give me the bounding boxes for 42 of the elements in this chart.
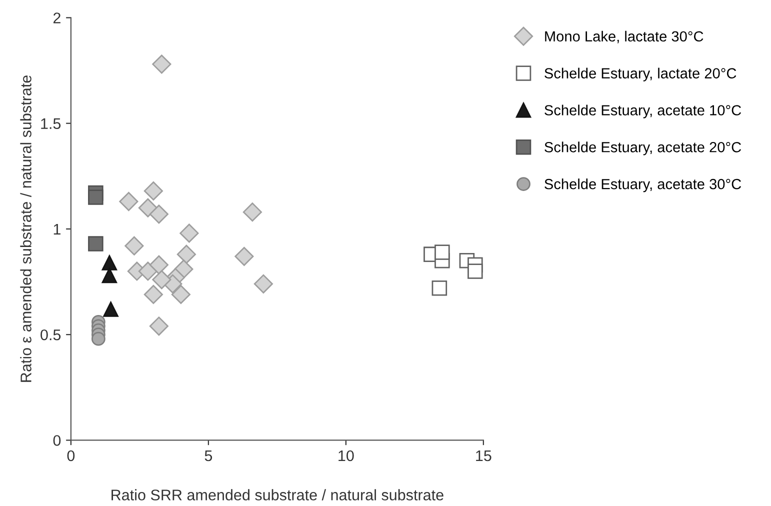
point [119, 192, 138, 212]
point [434, 244, 450, 260]
x-tick-label: 0 [67, 450, 75, 462]
point [234, 246, 254, 266]
point [103, 302, 118, 317]
point [144, 181, 163, 200]
legend-label: Schelde Estuary, acetate 20°C [544, 142, 742, 156]
y-tick-label: 1 [54, 224, 60, 234]
point [102, 255, 118, 270]
point [152, 270, 172, 290]
point [124, 236, 144, 256]
point [144, 284, 163, 304]
y-tick-label: 1.5 [41, 118, 61, 130]
point [138, 198, 158, 218]
x-axis-title: Ratio SRR amended substrate / natural substrate [112, 489, 444, 500]
point [102, 268, 118, 284]
point [171, 284, 190, 304]
point [254, 274, 273, 294]
point [242, 202, 262, 222]
point [432, 280, 448, 296]
point [149, 316, 168, 336]
x-tick-label: 15 [476, 450, 492, 462]
point [468, 264, 483, 279]
legend-label: Schelde Estuary, lactate 20°C [544, 68, 736, 82]
y-tick-label: 0.5 [40, 329, 61, 340]
legend-label: Schelde Estuary, acetate 10°C [544, 104, 742, 118]
x-tick-label: 10 [338, 450, 354, 462]
y-tick-label: 2 [53, 12, 60, 24]
point [88, 190, 104, 205]
y-axis-title: Ratio ε amended substrate / natural substrate [20, 75, 32, 382]
point [149, 255, 168, 274]
point [152, 54, 172, 74]
legend-label: Schelde Estuary, acetate 30°C [544, 178, 742, 192]
point [180, 224, 199, 243]
point [138, 262, 158, 281]
point [149, 204, 168, 224]
point [176, 244, 196, 264]
point [91, 332, 106, 346]
y-tick-label: 0 [53, 435, 61, 446]
legend-label: Mono Lake, lactate 30°C [545, 30, 704, 44]
point [88, 236, 104, 252]
x-tick-label: 5 [204, 450, 212, 462]
